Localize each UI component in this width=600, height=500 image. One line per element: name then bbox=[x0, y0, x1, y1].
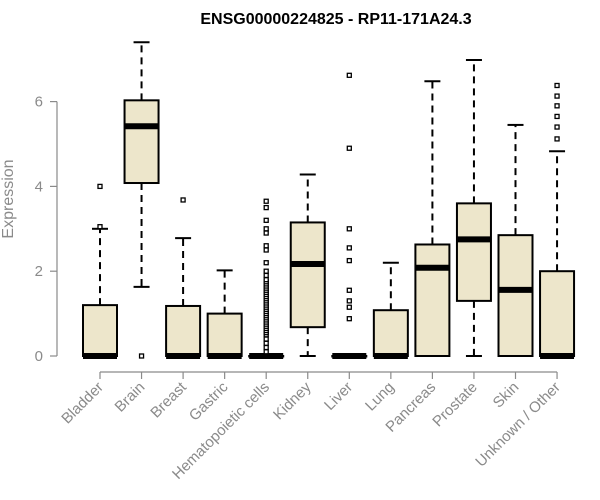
box-iqr bbox=[497, 234, 534, 357]
outlier-point bbox=[263, 340, 269, 346]
outlier-point bbox=[263, 268, 269, 274]
y-tick-label: 0 bbox=[35, 348, 43, 365]
y-tick-label: 6 bbox=[35, 94, 43, 111]
outlier-point bbox=[554, 93, 560, 99]
outlier-point bbox=[97, 224, 103, 230]
x-tick-label: Brain bbox=[112, 379, 149, 416]
box-iqr bbox=[372, 309, 409, 358]
outlier-point bbox=[346, 72, 352, 78]
x-tick-label: Prostate bbox=[429, 379, 481, 431]
box-iqr bbox=[414, 243, 451, 358]
outlier-point bbox=[346, 316, 352, 322]
outlier-point bbox=[346, 145, 352, 151]
outlier-point bbox=[263, 204, 269, 211]
outlier-point bbox=[554, 124, 560, 130]
box-iqr bbox=[206, 312, 243, 358]
x-tick-label: Kidney bbox=[270, 378, 315, 423]
outlier-point bbox=[346, 298, 352, 304]
outlier-point bbox=[263, 272, 269, 279]
y-tick-label: 2 bbox=[35, 263, 43, 280]
outlier-point bbox=[263, 243, 269, 249]
outlier-point bbox=[346, 257, 352, 264]
x-tick-label: Liver bbox=[321, 379, 356, 414]
outlier-point bbox=[263, 226, 269, 232]
outlier-point bbox=[138, 353, 145, 359]
y-tick-label: 4 bbox=[35, 178, 43, 195]
outlier-point bbox=[346, 287, 352, 293]
outlier-point bbox=[263, 247, 269, 253]
outlier-point bbox=[346, 226, 352, 232]
outlier-point bbox=[554, 136, 560, 142]
outlier-point bbox=[263, 260, 269, 266]
outlier-point bbox=[263, 217, 269, 223]
box-iqr bbox=[455, 202, 492, 302]
x-tick-label: Skin bbox=[490, 379, 523, 412]
x-tick-label: Lung bbox=[362, 379, 398, 415]
box-iqr bbox=[289, 221, 326, 329]
box-iqr bbox=[82, 304, 118, 357]
outlier-point bbox=[97, 183, 103, 190]
x-tick-label: Bladder bbox=[58, 379, 107, 428]
outlier-point bbox=[263, 336, 269, 342]
outlier-point bbox=[263, 344, 269, 351]
outlier-point bbox=[263, 230, 269, 236]
outlier-point bbox=[180, 197, 186, 203]
outlier-point bbox=[346, 304, 352, 310]
y-axis-label: Expression bbox=[0, 159, 17, 238]
outlier-point bbox=[554, 82, 560, 89]
x-tick-label: Breast bbox=[147, 378, 190, 421]
box-iqr bbox=[165, 304, 202, 357]
outlier-point bbox=[263, 198, 269, 204]
outlier-point bbox=[346, 245, 352, 251]
outlier-point bbox=[554, 113, 560, 120]
outlier-point bbox=[263, 349, 269, 355]
box-iqr bbox=[539, 270, 576, 358]
outlier-point bbox=[554, 103, 560, 109]
outlier-point bbox=[263, 277, 269, 283]
chart-title: ENSG00000224825 - RP11-171A24.3 bbox=[200, 11, 471, 28]
box-iqr bbox=[123, 99, 160, 185]
